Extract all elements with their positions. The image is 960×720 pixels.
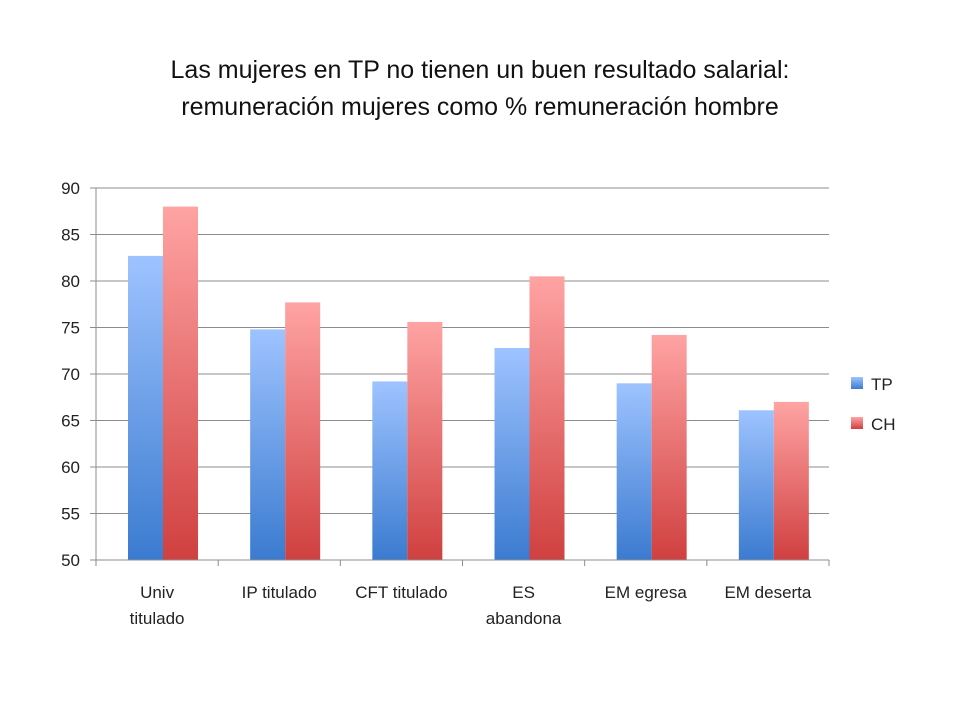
bar-tp-4: [616, 383, 652, 560]
chart-title-line-1: Las mujeres en TP no tienen un buen resu…: [170, 56, 790, 84]
x-tick-label: CFT titulado: [355, 583, 447, 602]
legend-swatch-ch: [851, 417, 863, 429]
x-tick-label: EM egresa: [605, 583, 688, 602]
bar-ch-0: [163, 206, 198, 560]
x-tick-label: IP titulado: [242, 583, 317, 602]
y-tick-label: 70: [61, 365, 80, 384]
y-tick-label: 55: [61, 505, 80, 524]
y-tick-label: 85: [61, 226, 80, 245]
chart-title-line-2: remuneración mujeres como % remuneración…: [181, 93, 779, 121]
y-tick-label: 65: [61, 412, 80, 431]
bar-tp-3: [494, 347, 530, 560]
bar-ch-5: [773, 401, 809, 560]
bar-ch-3: [529, 276, 565, 560]
bar-tp-1: [250, 329, 286, 560]
legend-label-tp: TP: [871, 375, 893, 394]
bar-tp-5: [738, 410, 774, 560]
x-tick-label: EM deserta: [724, 583, 811, 602]
x-tick-label: ES: [512, 583, 535, 602]
chart-title: Las mujeres en TP no tienen un buen resu…: [0, 52, 960, 126]
bar-ch-2: [407, 321, 443, 560]
y-tick-label: 80: [61, 272, 80, 291]
x-tick-label: titulado: [130, 609, 185, 628]
y-tick-label: 60: [61, 458, 80, 477]
y-tick-label: 75: [61, 319, 80, 338]
bar-tp-2: [372, 381, 408, 560]
bar-ch-1: [285, 302, 321, 560]
bar-ch-4: [651, 334, 687, 560]
y-tick-label: 50: [61, 551, 80, 570]
x-tick-label: Univ: [140, 583, 175, 602]
bar-tp-0: [128, 255, 163, 560]
legend-swatch-tp: [851, 377, 863, 389]
x-tick-label: abandona: [486, 609, 562, 628]
legend-label-ch: CH: [871, 415, 896, 434]
y-tick-label: 90: [61, 179, 80, 198]
